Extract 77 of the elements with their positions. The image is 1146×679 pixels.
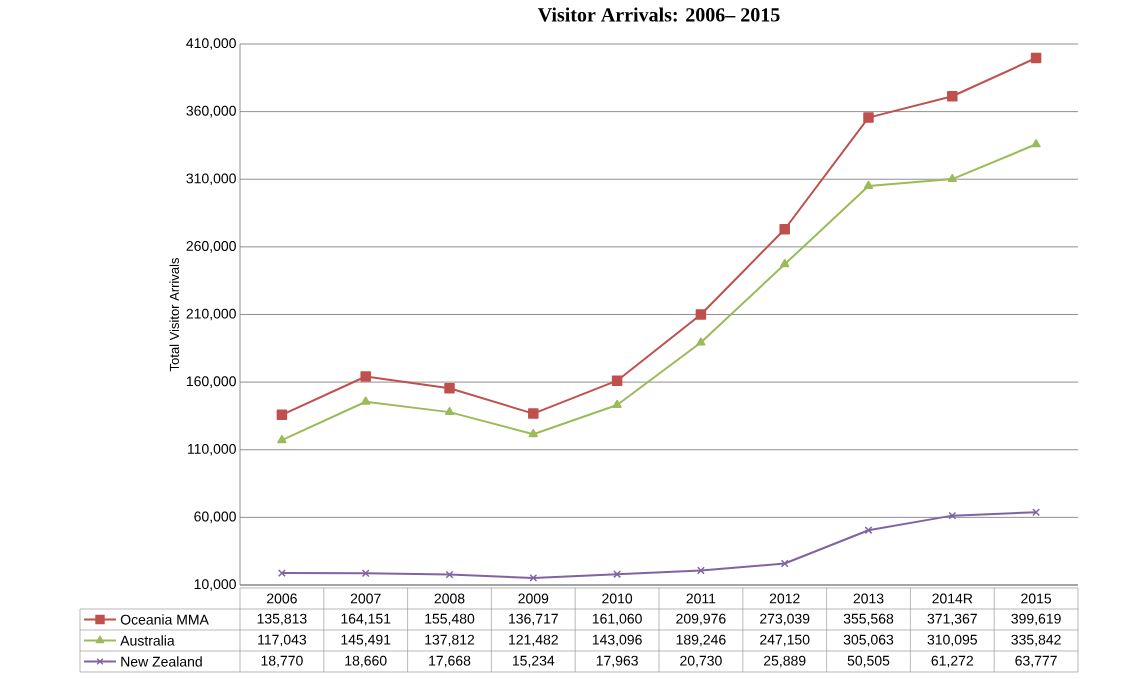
x-tick-label: 2007 xyxy=(350,593,381,604)
point xyxy=(863,180,874,189)
x-tick-label: 2006 xyxy=(267,593,297,604)
point xyxy=(612,399,622,408)
point xyxy=(444,406,455,416)
legend-label: Australia xyxy=(120,635,175,646)
data-label: 15,234 xyxy=(512,655,555,668)
x-tick-label: 2011 xyxy=(686,593,716,604)
point xyxy=(361,396,371,405)
data-label: 164,151 xyxy=(341,613,391,626)
data-label: 355,568 xyxy=(843,613,894,626)
data-label: 399,619 xyxy=(1011,613,1061,626)
data-label: 63,777 xyxy=(1015,655,1057,668)
point xyxy=(611,375,623,386)
data-label: 209,976 xyxy=(676,613,726,626)
y-tick-label: 10,000 xyxy=(194,579,236,591)
y-tick-label: 210,000 xyxy=(186,308,236,321)
x-tick-label: 2012 xyxy=(769,593,800,604)
point xyxy=(780,559,789,568)
data-label: 17,668 xyxy=(429,655,471,668)
data-label: 18,660 xyxy=(345,655,387,668)
point xyxy=(947,173,957,183)
point xyxy=(277,569,286,578)
chart-title: Visitor Arrivals: 2006– 2015 xyxy=(537,7,780,22)
point xyxy=(1031,139,1041,148)
data-label: 335,842 xyxy=(1011,634,1061,647)
point xyxy=(528,428,538,438)
data-label: 61,272 xyxy=(931,655,974,668)
data-label: 121,482 xyxy=(509,634,558,647)
data-label: 161,060 xyxy=(592,613,642,626)
point xyxy=(528,408,539,419)
data-label: 18,770 xyxy=(261,655,303,668)
data-label: 310,095 xyxy=(927,634,978,647)
data-label: 50,505 xyxy=(847,655,890,668)
data-label: 17,963 xyxy=(596,655,638,668)
x-tick-label: 2008 xyxy=(434,593,465,604)
point xyxy=(277,434,287,444)
legend-label: Oceania MMA xyxy=(120,614,209,625)
data-label: 117,043 xyxy=(258,634,307,647)
y-tick-label: 110,000 xyxy=(187,443,236,456)
point xyxy=(780,258,790,268)
data-label: 143,096 xyxy=(592,634,642,647)
point xyxy=(863,112,874,123)
point xyxy=(696,337,706,346)
point xyxy=(1030,52,1042,64)
point xyxy=(444,382,455,394)
x-tick-label: 2013 xyxy=(853,593,884,604)
y-tick-label: 260,000 xyxy=(186,241,236,253)
y-tick-label: 310,000 xyxy=(186,173,236,186)
data-label: 136,717 xyxy=(509,613,558,626)
data-label: 273,039 xyxy=(760,613,810,626)
data-label: 20,730 xyxy=(680,655,722,668)
x-tick-label: 2010 xyxy=(602,593,633,604)
y-tick-label: 410,000 xyxy=(186,38,236,50)
y-axis-title: Total Visitor Arrivals xyxy=(169,258,179,372)
point xyxy=(276,409,288,421)
data-label: 189,246 xyxy=(676,634,726,647)
data-label: 135,813 xyxy=(257,613,307,626)
y-tick-label: 60,000 xyxy=(194,511,236,524)
data-label: 247,150 xyxy=(760,634,810,647)
x-tick-label: 2009 xyxy=(518,593,549,604)
y-tick-label: 360,000 xyxy=(186,105,236,118)
data-label: 25,889 xyxy=(764,655,806,668)
point xyxy=(695,309,707,320)
data-label: 137,812 xyxy=(425,634,475,647)
point xyxy=(947,90,958,102)
data-label: 371,367 xyxy=(927,613,977,626)
data-label: 145,491 xyxy=(341,634,391,647)
x-tick-label: 2014R xyxy=(932,593,973,604)
point xyxy=(360,371,371,382)
data-label: 155,480 xyxy=(425,613,475,626)
point xyxy=(779,223,790,235)
point xyxy=(361,569,370,578)
x-tick-label: 2015 xyxy=(1021,593,1052,604)
data-label: 305,063 xyxy=(843,634,894,647)
y-tick-label: 160,000 xyxy=(186,376,236,388)
legend-label: New Zealand xyxy=(121,656,202,667)
